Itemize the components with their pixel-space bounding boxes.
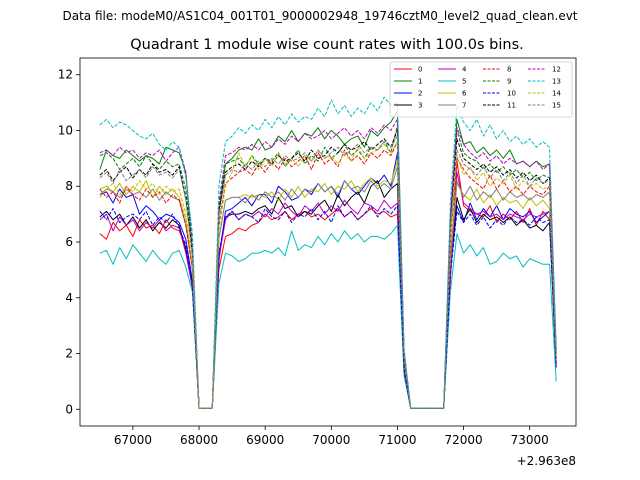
legend-label-1: 1	[418, 78, 422, 86]
x-offset-text: +2.963e8	[517, 454, 576, 468]
x-tick-label: 68000	[180, 433, 218, 447]
series-line-9	[99, 124, 557, 409]
x-tick-label: 69000	[246, 433, 284, 447]
x-tick-label: 70000	[312, 433, 350, 447]
y-tick-label: 10	[58, 123, 73, 137]
y-tick-label: 0	[65, 402, 73, 416]
legend-label-7: 7	[462, 102, 466, 110]
y-axis: 0 2 4 6 8 10 12	[58, 68, 80, 416]
series-line-2	[99, 152, 557, 409]
series-line-6	[99, 160, 557, 409]
y-tick-label: 4	[65, 291, 73, 305]
legend-label-5: 5	[462, 78, 466, 86]
legend-frame	[389, 61, 573, 118]
y-tick-label: 2	[65, 347, 73, 361]
series-line-3	[99, 180, 557, 409]
series-line-15	[99, 135, 557, 409]
legend-label-2: 2	[418, 90, 422, 98]
x-tick-label: 67000	[114, 433, 152, 447]
y-tick-label: 6	[65, 235, 73, 249]
series-line-11	[99, 129, 557, 409]
series-line-4	[99, 171, 557, 409]
legend-label-0: 0	[418, 66, 422, 74]
legend-label-13: 13	[552, 78, 561, 86]
legend-label-9: 9	[507, 78, 511, 86]
legend-label-6: 6	[462, 90, 467, 98]
legend-label-4: 4	[462, 66, 467, 74]
x-tick-label: 73000	[511, 433, 549, 447]
figure-suptitle: Data file: modeM0/AS1C04_001T01_90000029…	[62, 9, 577, 23]
legend-label-15: 15	[552, 102, 561, 110]
series-line-12	[99, 118, 557, 409]
series-line-5	[99, 224, 557, 409]
series-layer	[99, 96, 557, 409]
x-tick-label: 71000	[378, 433, 416, 447]
series-line-8	[99, 141, 557, 409]
legend-label-8: 8	[507, 66, 511, 74]
y-tick-label: 12	[58, 68, 73, 82]
series-line-14	[99, 141, 557, 409]
x-tick-label: 72000	[444, 433, 482, 447]
y-tick-label: 8	[65, 179, 73, 193]
series-line-7	[99, 166, 557, 409]
legend-label-14: 14	[552, 90, 561, 98]
series-line-10	[99, 205, 557, 409]
x-axis: 67000 68000 69000 70000 71000 72000 73000	[114, 426, 549, 447]
legend-label-3: 3	[418, 102, 422, 110]
plot-area: 67000 68000 69000 70000 71000 72000 73000 0 2 4 6…	[58, 57, 577, 468]
chart-title: Quadrant 1 module wise count rates with …	[130, 37, 524, 53]
legend-label-12: 12	[552, 66, 561, 74]
series-line-13	[99, 96, 557, 409]
legend-label-11: 11	[507, 102, 516, 110]
legend-label-10: 10	[507, 90, 516, 98]
